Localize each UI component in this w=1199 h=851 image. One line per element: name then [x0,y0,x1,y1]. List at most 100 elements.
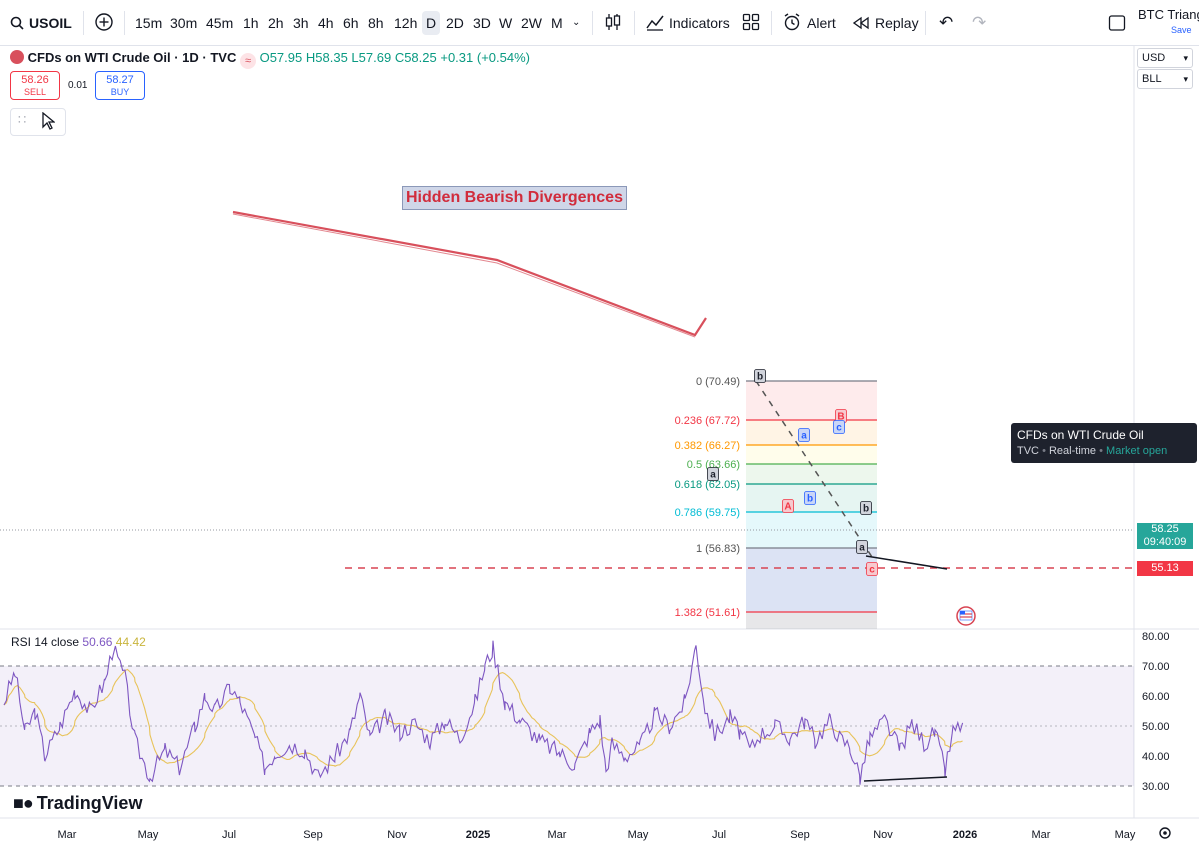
wave-label-box [782,499,794,513]
layout-icon[interactable] [1108,11,1126,35]
buy-label: BUY [110,87,130,97]
rsi-line [3,640,964,785]
tradingview-logo[interactable]: ■● TradingView [13,793,142,814]
indicators-icon[interactable] [645,11,665,35]
cursor-icon[interactable] [41,111,56,135]
logo-text: TradingView [36,793,143,813]
divergence-trendline-shadow [232,213,696,338]
timeframe-d[interactable]: D [422,11,441,35]
buy-button[interactable]: 58.27 BUY [95,71,145,100]
alarm-clock-icon[interactable] [782,11,802,35]
fib-zone [746,612,877,629]
timeframe-3d[interactable]: 3D [473,15,491,31]
indicators-button[interactable]: Indicators [669,15,730,31]
time-tick-label: Sep [303,829,323,841]
rsi-ma-line [3,668,963,767]
layout-name[interactable]: BTC Triang [1138,7,1199,22]
drag-handle-icon[interactable]: ∷ [18,112,27,127]
timeframe-30m[interactable]: 30m [170,15,198,31]
fib-zone [746,548,877,612]
currency-select[interactable]: USD ▾ [1137,48,1193,68]
fib-zone [746,420,877,445]
wave-label-box [866,562,878,576]
time-tick-label: Mar [1032,829,1051,841]
drawing-toolbar: ∷ [10,108,66,136]
rsi-tick-label: 30.00 [1142,781,1170,793]
unit-value: BLL [1142,73,1162,85]
time-tick-label: 2025 [466,829,490,841]
timeframe-2w[interactable]: 2W [521,15,542,31]
wave-label: B [837,412,844,423]
fib-level-label: 0.382 (66.27) [675,440,740,452]
rsi-legend-label[interactable]: RSI 14 close [11,635,80,649]
divergence-annotation[interactable]: Hidden Bearish Divergences [402,186,627,210]
price-chart[interactable]: 0 (70.49) 0.236 (67.72) 0.382 (66.27) 0.5 (… [0,46,1199,851]
wave-label: b [863,504,869,515]
wave-label-box [804,491,816,505]
price-bottom-line [865,555,948,570]
fib-level-label: 0.786 (59.75) [675,507,740,519]
legend-close: C58.25 [394,50,437,65]
sell-button[interactable]: 58.26 SELL [10,71,60,100]
settings-gear-icon [1159,827,1171,839]
legend-title[interactable]: CFDs on WTI Crude Oil · 1D · TVC [27,50,237,65]
fib-level-label: 0 (70.49) [696,376,740,388]
redo-icon[interactable]: ↷ [972,13,987,32]
timeframe-m[interactable]: M [551,15,563,31]
rsi-divergence-line [863,776,948,782]
save-button[interactable]: Save [1171,25,1192,35]
fib-level-label: 1.382 (51.61) [675,607,740,619]
candles-icon[interactable] [604,11,622,35]
us-flag-icon [956,606,976,626]
wave-label-box [707,467,719,481]
timeframe-15m[interactable]: 15m [135,15,163,31]
chevron-down-icon[interactable]: ⌄ [572,17,581,28]
spread-value: 0.01 [68,80,88,91]
tooltip-status: Market open [1106,445,1168,457]
legend-open: O57.95 [259,50,303,65]
rsi-legend: RSI 14 close 50.66 44.42 [11,635,146,649]
timeframe-w[interactable]: W [499,15,513,31]
wave-icon[interactable]: ≈ [239,53,256,69]
time-tick-label: Nov [387,829,407,841]
timeframe-2h[interactable]: 2h [268,15,284,31]
wave-label: a [859,543,865,554]
time-tick-label: Nov [873,829,893,841]
fib-level-label: 0.236 (67.72) [675,415,740,427]
unit-select[interactable]: BLL ▾ [1137,69,1193,89]
undo-icon[interactable]: ↶ [939,13,954,32]
time-tick-label: Sep [790,829,810,841]
timeframe-2d[interactable]: 2D [446,15,464,31]
plus-circle-icon[interactable] [94,11,114,35]
rsi-value: 50.66 [82,635,113,649]
search-icon[interactable] [10,11,24,35]
wave-label: c [869,565,875,576]
replay-button[interactable]: Replay [875,15,919,31]
wave-label: a [801,431,807,442]
fib-zone [746,381,877,420]
timeframe-6h[interactable]: 6h [343,15,359,31]
wave-label: A [784,502,791,513]
layouts-grid-icon[interactable] [742,11,760,35]
tooltip-title: CFDs on WTI Crude Oil [1017,428,1144,442]
symbol-tooltip: CFDs on WTI Crude Oil TVC • Real-time • … [1011,423,1197,463]
rsi-axis: 80.00 70.00 60.00 50.00 40.00 30.00 [1142,631,1170,793]
timeframe-3h[interactable]: 3h [293,15,309,31]
time-tick-label: May [1115,829,1136,841]
chart-legend: CFDs on WTI Crude Oil · 1D · TVC ≈ O57.9… [10,50,530,69]
rsi-tick-label: 80.00 [1142,631,1170,643]
tooltip-source: TVC [1017,445,1039,457]
timeframe-45m[interactable]: 45m [206,15,234,31]
alert-button[interactable]: Alert [807,15,836,31]
rsi-pane [0,640,1134,787]
timeframe-12h[interactable]: 12h [394,15,418,31]
replay-icon[interactable] [852,11,869,35]
timeframe-4h[interactable]: 4h [318,15,334,31]
top-toolbar: USOIL 15m 30m 45m 1h 2h 3h 4h 6h 8h 12h … [0,0,1199,46]
symbol-button[interactable]: USOIL [29,15,72,31]
timeframe-1h[interactable]: 1h [243,15,259,31]
timeframe-8h[interactable]: 8h [368,15,384,31]
wave-label-box [798,428,810,442]
time-tick-label: Mar [548,829,567,841]
legend-low: L57.69 [351,50,392,65]
